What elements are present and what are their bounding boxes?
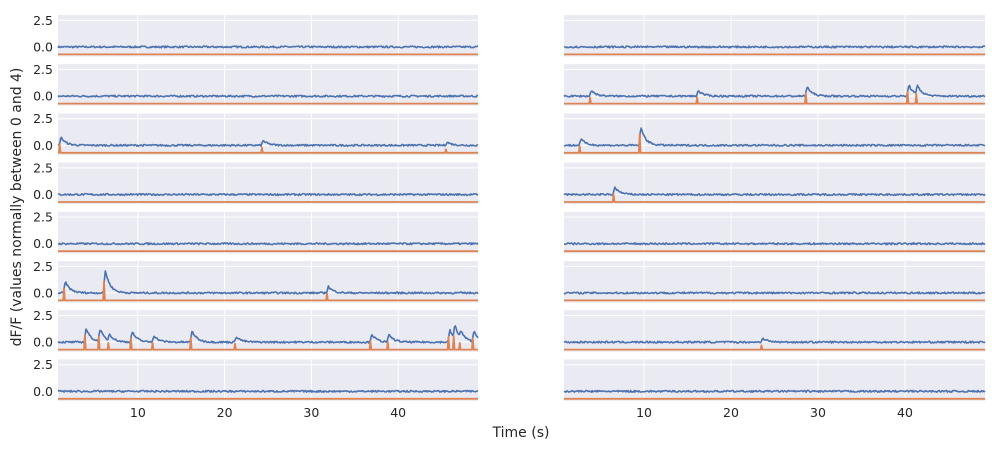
- dff-trace: [57, 192, 478, 197]
- y-tick-label: 0.0: [33, 335, 53, 350]
- x-tick-label: 30: [810, 405, 826, 420]
- panel-c2-r6: [563, 261, 985, 303]
- panel-c1-r1: 0.0 2.5: [33, 13, 478, 57]
- dff-trace: [57, 94, 479, 98]
- dff-trace: [563, 337, 986, 344]
- dff-trace: [564, 242, 986, 246]
- panel-c1-r3: 0.0 2.5: [33, 111, 479, 155]
- panel-background: [58, 113, 478, 155]
- event-trace: [564, 344, 985, 351]
- panel-background: [58, 310, 478, 352]
- dff-trace: [563, 291, 985, 295]
- dff-trace: [563, 186, 986, 197]
- panel-background: [58, 211, 478, 254]
- panel-c1-r5: 0.0 2.5: [33, 210, 479, 254]
- panel-c2-r4: [563, 162, 986, 205]
- panel-c1-r2: 0.0 2.5: [33, 62, 479, 106]
- event-trace: [564, 133, 985, 154]
- y-tick-label: 0.0: [33, 138, 53, 153]
- y-tick-label: 0.0: [33, 384, 53, 399]
- panel-background: [564, 113, 985, 155]
- event-trace: [564, 90, 985, 105]
- panel-c1-r8: 0.0 2.5 10 20 30 40: [33, 357, 478, 420]
- x-tick-label: 40: [897, 405, 913, 420]
- x-tick-label: 20: [217, 405, 233, 420]
- dff-trace: [563, 84, 986, 98]
- panel-c2-r2: [563, 64, 986, 106]
- dff-trace: [563, 389, 986, 393]
- dff-trace: [57, 325, 479, 344]
- event-trace: [564, 193, 985, 203]
- dff-trace: [563, 45, 986, 49]
- event-trace: [58, 280, 478, 302]
- y-tick-label: 0.0: [33, 39, 53, 54]
- y-tick-label: 0.0: [33, 236, 53, 251]
- panel-c1-r7: 0.0 2.5: [33, 308, 479, 352]
- y-tick-label: 2.5: [33, 357, 53, 372]
- panel-c2-r3: [563, 113, 986, 155]
- x-axis-label: Time (s): [492, 425, 550, 441]
- panel-background: [564, 310, 985, 352]
- x-tick-label: 30: [303, 405, 319, 420]
- x-tick-label: 20: [723, 405, 739, 420]
- panel-background: [564, 15, 985, 57]
- panel-background: [564, 162, 985, 205]
- y-axis-label: dF/F (values normally between 0 and 4): [9, 68, 25, 347]
- x-tick-label: 10: [636, 405, 652, 420]
- panel-c1-r4: 0.0 2.5: [33, 160, 478, 205]
- panel-background: [58, 359, 478, 401]
- dff-trace: [57, 45, 478, 49]
- dff-trace: [57, 136, 479, 147]
- y-tick-label: 2.5: [33, 308, 53, 323]
- panel-c2-r7: [563, 310, 986, 352]
- dff-trace: [57, 270, 479, 295]
- x-tick-label: 10: [130, 405, 146, 420]
- y-tick-label: 2.5: [33, 259, 53, 274]
- event-trace: [58, 334, 478, 351]
- y-tick-label: 0.0: [33, 89, 53, 104]
- panel-background: [564, 261, 985, 303]
- y-tick-label: 2.5: [33, 111, 53, 126]
- panel-c2-r5: [564, 211, 986, 254]
- y-tick-label: 2.5: [33, 210, 53, 225]
- y-tick-label: 2.5: [33, 160, 53, 175]
- panel-c2-r1: [563, 15, 986, 57]
- dff-trace: [57, 389, 478, 393]
- panel-background: [564, 211, 985, 254]
- panel-background: [58, 261, 478, 303]
- y-tick-label: 2.5: [33, 13, 53, 28]
- panel-c2-r8: 10 20 30 40: [563, 359, 986, 420]
- panel-background: [564, 64, 985, 106]
- panel-grid: 0.0 2.5 0.0 2.5 0.0 2.5 0.0 2.5 0.0 2.5 0.0 2.5 0.0 2…: [33, 13, 986, 420]
- y-tick-label: 0.0: [33, 187, 53, 202]
- panel-c1-r6: 0.0 2.5: [33, 259, 479, 303]
- y-tick-label: 2.5: [33, 62, 53, 77]
- panel-background: [58, 64, 478, 106]
- dff-trace: [57, 242, 479, 246]
- x-tick-label: 40: [390, 405, 406, 420]
- y-tick-label: 0.0: [33, 285, 53, 300]
- dff-trace: [563, 127, 986, 147]
- panel-background: [58, 15, 478, 57]
- event-trace: [58, 143, 478, 154]
- panel-background: [564, 359, 985, 401]
- panel-background: [58, 162, 478, 205]
